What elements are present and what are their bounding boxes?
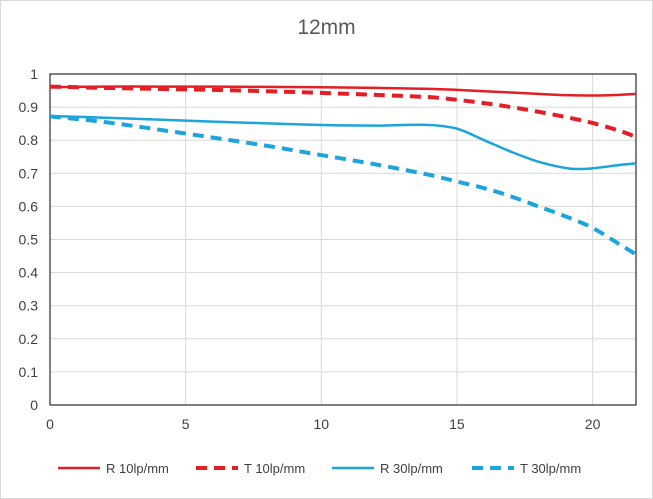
grid-layer [49,73,636,406]
series-line-r-10lp-mm [49,85,637,97]
y-tick-label: 0.3 [19,298,39,314]
y-tick-label: 0.7 [19,165,39,181]
legend-label: R 30lp/mm [380,461,443,476]
legend-label: R 10lp/mm [106,461,169,476]
series-layer [49,84,638,257]
legend-label: T 30lp/mm [520,461,581,476]
y-tick-label: 0.1 [19,364,39,380]
legend-label: T 10lp/mm [244,461,305,476]
series-line-r-30lp-mm [49,114,637,171]
y-tick-label: 1 [30,66,38,82]
x-tick-label: 20 [585,416,601,432]
y-tick-label: 0.9 [19,99,39,115]
legend: R 10lp/mm T 10lp/mm R 30lp/mm T 30lp/mm [58,461,581,476]
plot-area-border [49,73,637,406]
series-line-t-30lp-mm [49,114,638,257]
y-tick-label: 0.5 [19,232,39,248]
y-tick-label: 0.8 [19,132,39,148]
x-tick-label: 10 [314,416,330,432]
y-tick-label: 0 [30,397,38,413]
x-tick-label: 0 [46,416,54,432]
y-tick-label: 0.6 [19,198,39,214]
x-tick-label: 5 [182,416,190,432]
chart-title: 12mm [297,16,356,39]
x-tick-label: 15 [449,416,465,432]
axis-layer: 00.10.20.30.40.50.60.70.80.910 5 10 15 20 [19,66,637,432]
y-tick-label: 0.2 [19,331,39,347]
y-tick-label: 0.4 [19,265,39,281]
series-line-t-10lp-mm [49,84,637,139]
